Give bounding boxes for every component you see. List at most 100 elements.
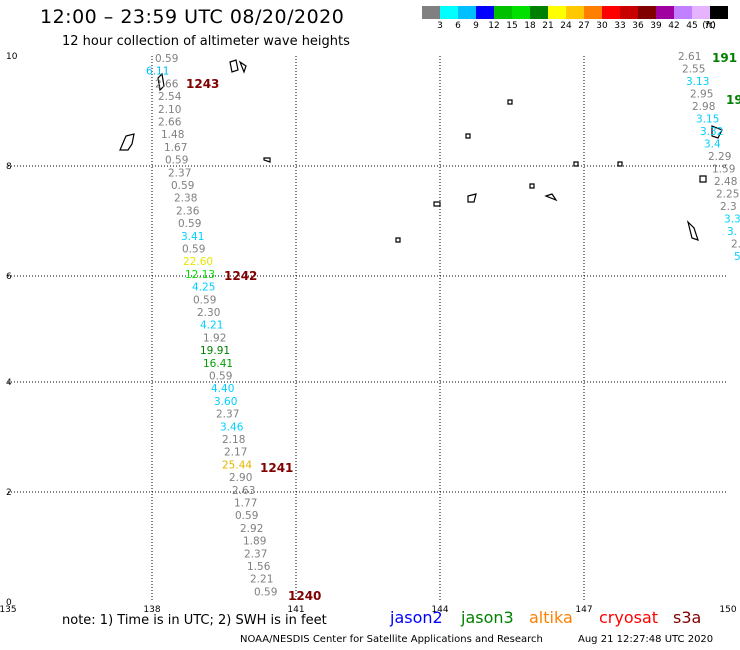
wave-value: 3.41 [181, 231, 204, 243]
y-tick-label: 0 [6, 598, 12, 608]
wave-value: 0.59 [193, 294, 216, 306]
wave-value: 22.60 [183, 256, 213, 268]
pass-id-label: 19 [726, 93, 740, 107]
wave-value: 2.92 [240, 523, 263, 535]
map-subtitle: 12 hour collection of altimeter wave hei… [62, 34, 350, 49]
wave-value: 1.92 [203, 332, 226, 344]
legend-swatch [710, 6, 728, 19]
wave-value: 2.25 [716, 189, 739, 201]
legend-swatch [674, 6, 692, 19]
x-tick-label: 138 [143, 605, 160, 615]
wave-value: 0.59 [178, 218, 201, 230]
wave-value: 2. [731, 239, 740, 251]
wave-value: 2.37 [216, 409, 239, 421]
wave-value: 2.10 [158, 104, 181, 116]
legend-tick: 30 [596, 21, 608, 31]
wave-value: 2.98 [692, 101, 715, 113]
wave-value: 3.46 [220, 421, 244, 433]
wave-value: 2.90 [229, 472, 252, 484]
legend-swatch [620, 6, 638, 19]
wave-value: 2.95 [690, 89, 713, 101]
wave-value: 3.60 [214, 396, 237, 408]
wave-value: 2.37 [244, 548, 267, 560]
wave-value: 2.21 [250, 574, 273, 586]
wave-value: 2.38 [174, 193, 197, 205]
wave-value: 2.18 [222, 434, 245, 446]
wave-value: 2.37 [168, 167, 191, 179]
wave-value: 3.3 [724, 214, 740, 226]
legend-tick: 24 [560, 21, 572, 31]
x-tick-label: 144 [431, 605, 448, 615]
y-tick-label: 4 [6, 378, 12, 388]
island-outline [229, 59, 247, 74]
wave-value: 2.66 [155, 78, 179, 90]
wave-value: 2.17 [224, 447, 247, 459]
wave-value: 2.48 [714, 176, 737, 188]
island-outline [395, 237, 401, 243]
legend-tick: 33 [614, 21, 626, 31]
legend-swatch [458, 6, 476, 19]
wave-value: 0.59 [235, 510, 258, 522]
legend-swatch [440, 6, 458, 19]
island-outline [686, 220, 699, 241]
island-outline [467, 193, 477, 203]
wave-value: 3. [727, 226, 737, 238]
wave-value: 1.89 [243, 536, 266, 548]
legend-swatch [566, 6, 584, 19]
satellite-label: altika [529, 608, 573, 627]
wave-value: 0.59 [209, 371, 232, 383]
x-tick-label: 135 [0, 605, 17, 615]
legend-tick: 21 [542, 21, 554, 31]
wave-value: 25.44 [222, 459, 252, 471]
legend-swatch [530, 6, 548, 19]
legend-swatch [692, 6, 710, 19]
y-tick-label: 8 [6, 162, 12, 172]
legend-tick: 6 [455, 21, 461, 31]
legend-tick: 12 [488, 21, 500, 31]
credit-line: NOAA/NESDIS Center for Satellite Applica… [240, 634, 543, 645]
wave-value: 5 [734, 251, 740, 263]
legend-tick: 3 [437, 21, 443, 31]
satellite-label: jason3 [461, 608, 514, 627]
wave-value: 0.59 [182, 244, 205, 256]
island-outline [573, 161, 579, 167]
wave-value: 1.77 [234, 498, 257, 510]
x-tick-label: 141 [287, 605, 304, 615]
wave-value: 2.30 [197, 307, 220, 319]
satellite-label: jason2 [390, 608, 443, 627]
wave-value: 12.13 [185, 269, 215, 281]
island-outline [699, 175, 707, 183]
wave-value: 19.91 [200, 345, 230, 357]
wave-value: 4.25 [192, 282, 215, 294]
wave-value: 6.11 [146, 66, 169, 78]
island-outline [263, 157, 271, 163]
wave-value: 16.41 [203, 358, 233, 370]
island-outline [119, 133, 135, 151]
legend-tick: 9 [473, 21, 479, 31]
legend-swatch [602, 6, 620, 19]
wave-value: 2.29 [708, 151, 731, 163]
x-tick-label: 150 [719, 605, 736, 615]
x-tick-label: 147 [575, 605, 592, 615]
legend-tick: 39 [650, 21, 662, 31]
legend-tick: 18 [524, 21, 536, 31]
legend-swatch [656, 6, 674, 19]
legend-swatch [548, 6, 566, 19]
island-outline [507, 99, 513, 105]
grid-lines [8, 56, 728, 602]
wave-value: 3.13 [686, 76, 709, 88]
legend-swatches [422, 6, 740, 19]
wave-value: 0.59 [165, 155, 188, 167]
island-outline [529, 183, 535, 189]
island-outline [711, 125, 723, 139]
legend-tick: 42 [668, 21, 680, 31]
wave-value: 3.15 [696, 114, 719, 126]
y-tick-label: 6 [6, 272, 12, 282]
island-outline [544, 193, 558, 202]
timestamp: Aug 21 12:27:48 UTC 2020 [578, 634, 714, 645]
legend-labels: (ft) 3 6 9 12 15 18 21 24 27 30 33 36 39 42 45 70 [422, 19, 740, 33]
islands [119, 59, 723, 243]
wave-value: 4.21 [200, 320, 223, 332]
wave-value: 2.3 [720, 201, 737, 213]
